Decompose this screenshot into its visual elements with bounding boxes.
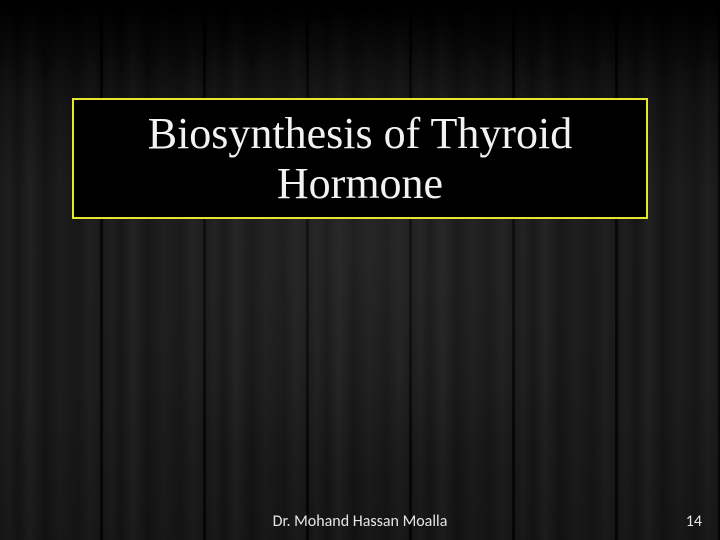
- slide: Biosynthesis of Thyroid Hormone Dr. Moha…: [0, 0, 720, 540]
- wood-background: [0, 0, 720, 540]
- footer-author: Dr. Mohand Hassan Moalla: [0, 512, 720, 531]
- page-number: 14: [686, 512, 702, 531]
- slide-title: Biosynthesis of Thyroid Hormone: [148, 109, 573, 208]
- title-box: Biosynthesis of Thyroid Hormone: [72, 98, 648, 219]
